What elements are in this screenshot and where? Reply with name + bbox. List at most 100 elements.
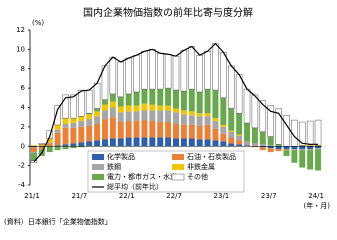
bar-segment [228, 131, 235, 138]
bar-segment [188, 89, 195, 112]
bar-segment [173, 108, 179, 113]
bar-segment [275, 108, 282, 145]
bar-segment [54, 124, 61, 130]
bar-segment [133, 111, 140, 122]
bar-segment [94, 123, 101, 141]
y-tick-label: 2 [21, 123, 25, 131]
bar-segment [188, 138, 195, 147]
legend-label: 電力・都市ガス・水道 [107, 172, 177, 181]
bar-segment [196, 116, 203, 126]
bar-segment [30, 160, 38, 163]
bar-segment [228, 130, 235, 132]
bar-segment [299, 149, 306, 151]
bar-segment [38, 144, 45, 147]
bar-segment [299, 146, 306, 150]
bar-segment [157, 122, 164, 138]
bar-segment [54, 146, 61, 151]
bar-segment [117, 122, 124, 139]
bar-segment [141, 89, 148, 104]
bar-segment [307, 150, 314, 170]
bar-segment [204, 139, 211, 147]
bar-segment [149, 137, 156, 147]
bar-segment [259, 131, 266, 145]
bar-segment [236, 140, 243, 145]
x-tick-label: 22/1 [119, 192, 135, 200]
bar-segment [70, 123, 77, 128]
bar-segment [212, 128, 219, 141]
y-tick-label: -2 [18, 162, 25, 170]
legend-label: 石油・石炭製品 [187, 152, 236, 161]
bar-segment [157, 110, 164, 123]
bar-segment [70, 118, 77, 123]
bar-segment [109, 101, 116, 108]
bar-segment [165, 122, 172, 138]
bar-segment [227, 65, 235, 109]
bar-segment [212, 43, 219, 91]
bar-segment [54, 129, 61, 133]
bar-segment [251, 146, 258, 148]
y-tick-label: 6 [21, 84, 26, 92]
bar-segment [86, 113, 93, 115]
legend-swatch [171, 173, 185, 181]
bar-segment [267, 146, 274, 149]
chart: 国内企業物価指数の前年比寄与度分解 (%) (年・月) (資料）日本銀行「企業物… [4, 6, 330, 226]
bar-segment [188, 46, 196, 90]
bar-segment [101, 104, 108, 111]
bar-segment [30, 147, 37, 153]
bar-segment [180, 124, 187, 139]
bar-segment [157, 137, 164, 147]
bar-segment [204, 124, 211, 140]
bar-segment [62, 94, 69, 119]
bar-segment [236, 144, 243, 147]
bar-segment [228, 137, 235, 144]
bar-segment [275, 144, 282, 147]
bar-segment [86, 119, 93, 126]
total-line [33, 42, 319, 163]
bar-segment [220, 124, 227, 127]
bar-segment [173, 138, 179, 147]
bar-segment [204, 116, 211, 125]
legend-swatch [172, 154, 184, 160]
bar-segment [165, 88, 172, 106]
bar-segment [149, 110, 156, 122]
bar-segment [38, 143, 46, 145]
bar-segment [196, 113, 203, 117]
bar-segment [251, 143, 258, 147]
bar-segment [165, 137, 172, 147]
bar-segment [180, 114, 187, 125]
bar-segment [314, 119, 322, 146]
legend-label: その他 [187, 172, 208, 181]
bar-segment [133, 54, 140, 93]
bar-segment [244, 141, 251, 146]
bar-segment [78, 142, 85, 147]
x-tick-label: 21/1 [24, 192, 40, 200]
bar-segment [315, 148, 322, 150]
bar-segment [196, 92, 203, 114]
bar-segment [220, 126, 227, 134]
bar-segment [164, 53, 172, 89]
bar-segment [259, 147, 266, 151]
bar-segment [235, 74, 243, 114]
bar-segment [86, 125, 93, 142]
bar-segment [251, 94, 259, 129]
bar-segment [220, 52, 227, 99]
bar-segment [94, 140, 101, 147]
bar-segment [78, 116, 85, 122]
bar-segment [109, 138, 116, 147]
bar-segment [212, 90, 219, 119]
bar-segment [125, 105, 132, 112]
bar-segment [283, 146, 290, 150]
bar-segment [78, 126, 85, 143]
bar-segment [172, 55, 180, 91]
bar-segment [315, 146, 322, 149]
bar-segment [173, 112, 179, 124]
bar-segment [30, 146, 37, 148]
bar-segment [244, 145, 251, 147]
bar-segment [62, 146, 69, 150]
bar-segment [212, 118, 219, 122]
bar-segment [259, 100, 267, 132]
bar-segment [283, 115, 290, 147]
legend-swatch [92, 164, 104, 170]
bar-segment [54, 145, 61, 147]
bar-segment [259, 146, 266, 148]
